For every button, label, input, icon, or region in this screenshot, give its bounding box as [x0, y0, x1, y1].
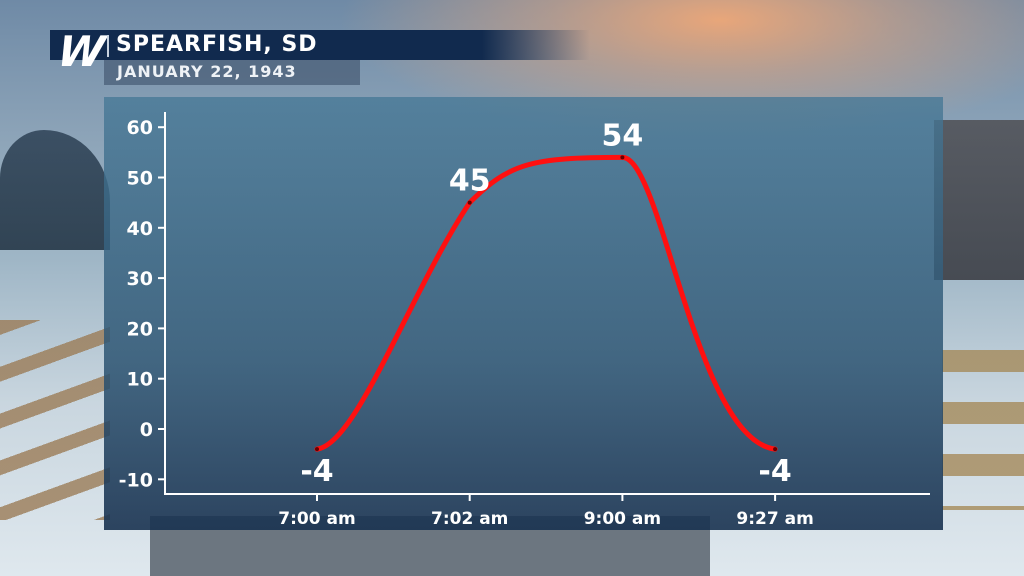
- background-fence-right: [942, 350, 1024, 510]
- background-trees-right: [934, 120, 1024, 280]
- data-label: -4: [300, 454, 333, 489]
- x-tick-label: 9:00 am: [584, 509, 661, 529]
- y-tick-label: 40: [127, 218, 153, 240]
- y-tick-label: 30: [127, 268, 153, 290]
- title-bar: [50, 30, 590, 60]
- data-point: [467, 200, 472, 205]
- page-title: SPEARFISH, SD: [116, 32, 318, 57]
- x-tick-label: 7:02 am: [431, 509, 508, 529]
- y-tick-label: -10: [119, 469, 153, 491]
- y-tick-label: 0: [140, 419, 153, 441]
- background-fence-left: [0, 320, 110, 520]
- data-point: [315, 447, 319, 452]
- data-label: 54: [602, 118, 644, 153]
- data-label: -4: [758, 454, 791, 489]
- y-tick-label: 60: [127, 117, 153, 139]
- y-tick-label: 20: [127, 318, 153, 340]
- y-tick-label: 50: [127, 168, 153, 190]
- chart-panel: [104, 97, 943, 530]
- title-separator: [107, 35, 109, 57]
- page-subtitle: JANUARY 22, 1943: [117, 62, 297, 81]
- y-tick-label: 10: [127, 369, 153, 391]
- data-point: [773, 447, 778, 452]
- x-tick-label: 7:00 am: [278, 509, 355, 529]
- data-label: 45: [449, 164, 491, 199]
- data-point: [620, 155, 625, 160]
- x-tick-label: 9:27 am: [736, 509, 813, 529]
- subtitle-bar: [104, 60, 360, 85]
- temperature-line: [314, 154, 778, 452]
